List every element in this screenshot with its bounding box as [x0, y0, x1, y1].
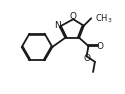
Text: O: O — [83, 54, 90, 63]
Text: O: O — [96, 42, 103, 51]
Text: N: N — [54, 21, 61, 30]
Text: O: O — [69, 12, 76, 21]
Text: CH$_3$: CH$_3$ — [95, 13, 113, 25]
